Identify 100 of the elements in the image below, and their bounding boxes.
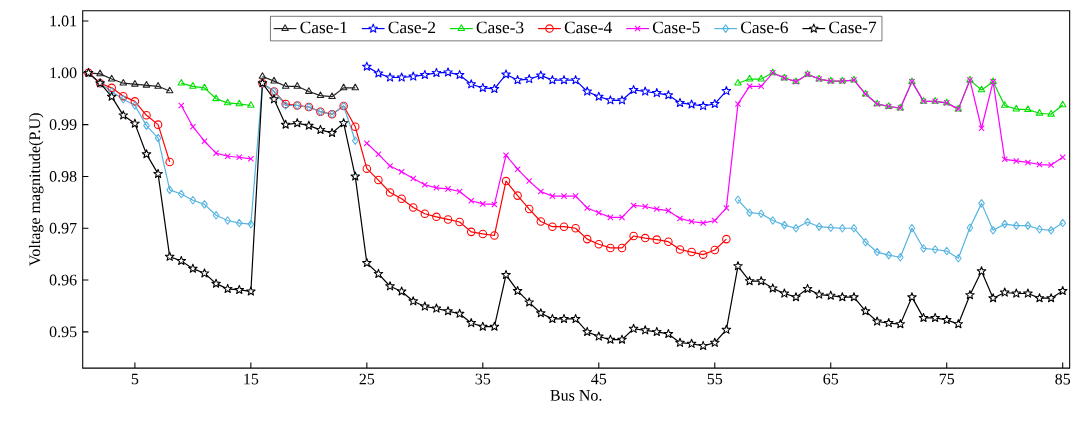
point: [734, 78, 742, 86]
point: [258, 71, 267, 79]
point: [966, 223, 974, 232]
point: [153, 120, 163, 129]
point: [722, 234, 731, 244]
point: [177, 189, 185, 199]
point: [443, 214, 453, 224]
point: [606, 243, 615, 252]
point: [617, 243, 627, 252]
point: [698, 250, 708, 259]
point: [247, 219, 255, 229]
point: [594, 91, 604, 101]
point: [397, 194, 406, 203]
point: [664, 237, 673, 246]
point: [339, 83, 348, 91]
point: [885, 250, 893, 260]
point: [536, 70, 546, 80]
x-tick-label: 15: [244, 373, 259, 385]
point: [792, 223, 800, 233]
y-tick-label: 0.96: [49, 274, 77, 286]
point: [396, 72, 407, 82]
point: [96, 69, 104, 77]
y-tick-label: 0.99: [49, 118, 77, 130]
point: [432, 212, 441, 221]
point: [757, 74, 765, 82]
y-tick-label: 0.98: [49, 170, 77, 182]
point: [212, 94, 220, 101]
point: [721, 85, 732, 95]
point: [177, 78, 186, 86]
point: [734, 195, 742, 204]
point: [165, 157, 174, 166]
point: [373, 68, 384, 78]
point: [709, 98, 720, 108]
point: [1001, 219, 1009, 229]
point: [212, 210, 220, 220]
point: [501, 176, 511, 186]
point: [489, 83, 500, 93]
point: [431, 67, 442, 77]
point: [548, 222, 557, 231]
point: [1058, 100, 1067, 108]
point: [617, 95, 627, 105]
point: [223, 98, 232, 106]
point: [119, 78, 128, 86]
legend-label: Case-6: [741, 21, 788, 34]
point: [1047, 109, 1055, 117]
point: [746, 208, 753, 217]
point: [571, 223, 580, 233]
y-tick-label: 1.00: [50, 67, 77, 79]
point: [200, 83, 209, 91]
point: [443, 67, 453, 77]
point: [559, 74, 569, 85]
point: [305, 86, 313, 94]
point: [663, 89, 674, 100]
point: [142, 110, 151, 120]
point: [594, 239, 604, 249]
point: [827, 223, 835, 232]
y-tick-label: 0.95: [49, 326, 77, 338]
point: [513, 191, 522, 200]
point: [224, 215, 232, 225]
point: [501, 69, 511, 79]
point: [570, 74, 581, 85]
point: [862, 237, 869, 247]
point: [1024, 221, 1032, 230]
point: [351, 136, 359, 145]
point: [839, 223, 846, 233]
x-tick-label: 75: [939, 373, 955, 385]
point: [478, 82, 488, 92]
x-tick-label: 5: [131, 373, 139, 385]
point: [293, 81, 302, 89]
point: [908, 223, 916, 233]
point: [931, 244, 939, 254]
point: [710, 245, 720, 255]
point: [408, 71, 419, 81]
point: [687, 247, 696, 257]
y-tick-label: 0.97: [49, 222, 77, 234]
point: [362, 61, 372, 71]
point: [815, 222, 823, 231]
legend-label: Case-2: [388, 21, 436, 34]
x-tick-label: 35: [475, 373, 491, 385]
point: [316, 91, 325, 98]
point: [189, 195, 197, 205]
point: [524, 73, 535, 83]
legend-label: Case-4: [564, 21, 612, 34]
point: [524, 204, 534, 214]
point: [640, 86, 650, 96]
point: [154, 133, 162, 143]
legend-label: Case-1: [300, 21, 347, 34]
x-tick-label: 55: [707, 373, 723, 385]
point: [675, 97, 685, 107]
point: [1000, 100, 1009, 108]
x-tick-label: 45: [591, 373, 607, 385]
point: [1059, 218, 1067, 228]
point: [235, 218, 243, 228]
point: [385, 72, 395, 82]
point: [490, 231, 499, 240]
point: [781, 220, 788, 230]
point: [420, 69, 430, 79]
point: [629, 231, 638, 241]
point: [142, 80, 151, 88]
point: [466, 227, 476, 236]
